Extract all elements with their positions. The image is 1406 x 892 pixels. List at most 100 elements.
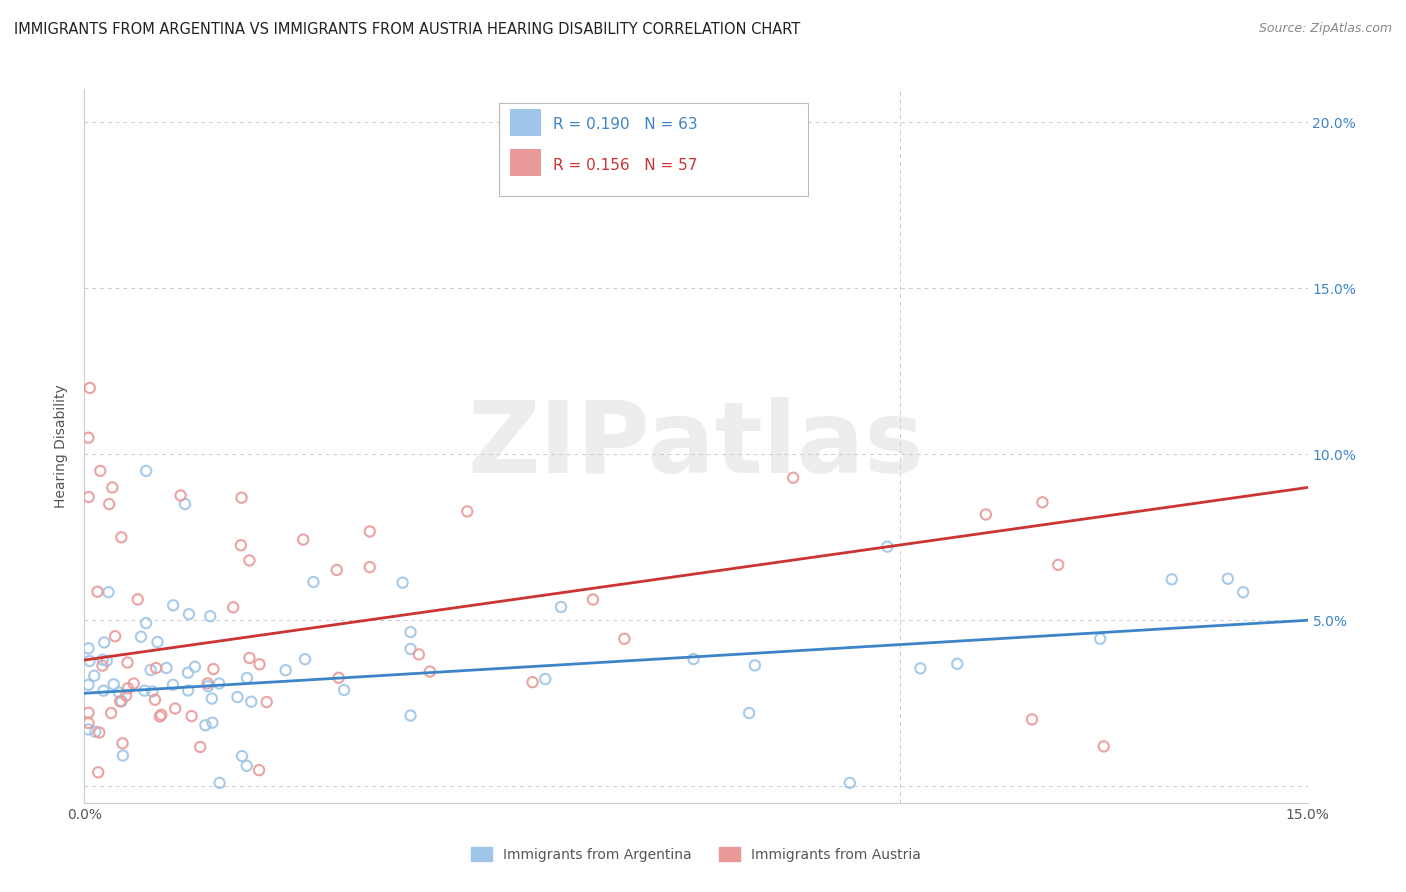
Point: [122, 676, 145, 690]
Point: [197, 676, 219, 690]
Point: [93, 635, 115, 649]
Point: [77, 431, 100, 445]
Text: R = 0.190   N = 63: R = 0.190 N = 63: [553, 118, 697, 132]
Point: [231, 749, 253, 764]
Point: [79, 381, 101, 395]
Point: [169, 488, 191, 502]
Y-axis label: Hearing Disability: Hearing Disability: [55, 384, 69, 508]
Point: [86, 584, 108, 599]
Point: [108, 694, 131, 708]
Point: [117, 681, 139, 696]
Point: [910, 661, 932, 675]
Point: [456, 504, 478, 518]
Point: [89, 464, 111, 478]
Point: [238, 651, 260, 665]
Point: [1232, 585, 1254, 599]
Point: [534, 672, 557, 686]
Point: [247, 763, 270, 777]
Point: [110, 694, 132, 708]
Point: [111, 748, 134, 763]
Point: [89, 725, 111, 739]
Point: [165, 701, 187, 715]
Point: [77, 641, 100, 656]
Point: [77, 706, 100, 720]
Point: [236, 671, 259, 685]
Point: [738, 706, 761, 720]
Point: [101, 481, 124, 495]
Point: [129, 630, 152, 644]
Legend: Immigrants from Argentina, Immigrants from Austria: Immigrants from Argentina, Immigrants fr…: [465, 841, 927, 867]
Point: [744, 658, 766, 673]
Text: ZIPatlas: ZIPatlas: [468, 398, 924, 494]
Point: [194, 718, 217, 732]
Point: [359, 524, 381, 539]
Point: [359, 560, 381, 574]
Text: R = 0.156   N = 57: R = 0.156 N = 57: [553, 158, 697, 172]
Point: [229, 538, 252, 552]
Point: [208, 776, 231, 790]
Point: [87, 765, 110, 780]
Point: [201, 691, 224, 706]
Point: [98, 497, 121, 511]
Point: [1216, 572, 1239, 586]
Point: [174, 497, 197, 511]
Point: [143, 692, 166, 706]
Point: [1160, 572, 1182, 586]
Point: [876, 540, 898, 554]
Point: [79, 654, 101, 668]
Point: [77, 678, 100, 692]
Point: [202, 662, 225, 676]
Point: [236, 759, 259, 773]
Point: [682, 652, 704, 666]
Point: [162, 678, 184, 692]
Point: [91, 658, 114, 673]
Point: [108, 685, 131, 699]
Point: [155, 661, 177, 675]
Point: [328, 671, 350, 685]
Point: [294, 652, 316, 666]
Point: [177, 665, 200, 680]
Point: [184, 659, 207, 673]
Point: [97, 585, 120, 599]
Point: [1047, 558, 1070, 572]
Point: [96, 654, 118, 668]
Point: [292, 533, 315, 547]
Point: [256, 695, 278, 709]
Point: [135, 616, 157, 631]
Point: [117, 656, 139, 670]
Point: [141, 684, 163, 698]
Point: [188, 739, 211, 754]
Point: [838, 776, 860, 790]
Point: [93, 683, 115, 698]
Point: [1090, 632, 1112, 646]
Point: [522, 675, 544, 690]
Point: [391, 575, 413, 590]
Point: [91, 653, 114, 667]
Point: [208, 676, 231, 690]
Point: [127, 592, 149, 607]
Point: [399, 708, 422, 723]
Point: [399, 625, 422, 640]
Point: [240, 695, 263, 709]
Point: [110, 530, 132, 544]
Point: [974, 508, 997, 522]
Point: [274, 663, 297, 677]
Point: [146, 635, 169, 649]
Point: [111, 736, 134, 750]
Point: [782, 471, 804, 485]
Point: [139, 663, 162, 677]
Point: [180, 709, 202, 723]
Point: [399, 641, 422, 656]
Point: [149, 709, 172, 723]
Point: [135, 464, 157, 478]
Point: [226, 690, 249, 704]
Point: [946, 657, 969, 671]
Point: [177, 683, 200, 698]
Point: [249, 657, 271, 672]
Point: [103, 677, 125, 691]
Point: [408, 648, 430, 662]
Point: [419, 665, 441, 679]
Point: [83, 669, 105, 683]
Point: [582, 592, 605, 607]
Point: [1092, 739, 1115, 754]
